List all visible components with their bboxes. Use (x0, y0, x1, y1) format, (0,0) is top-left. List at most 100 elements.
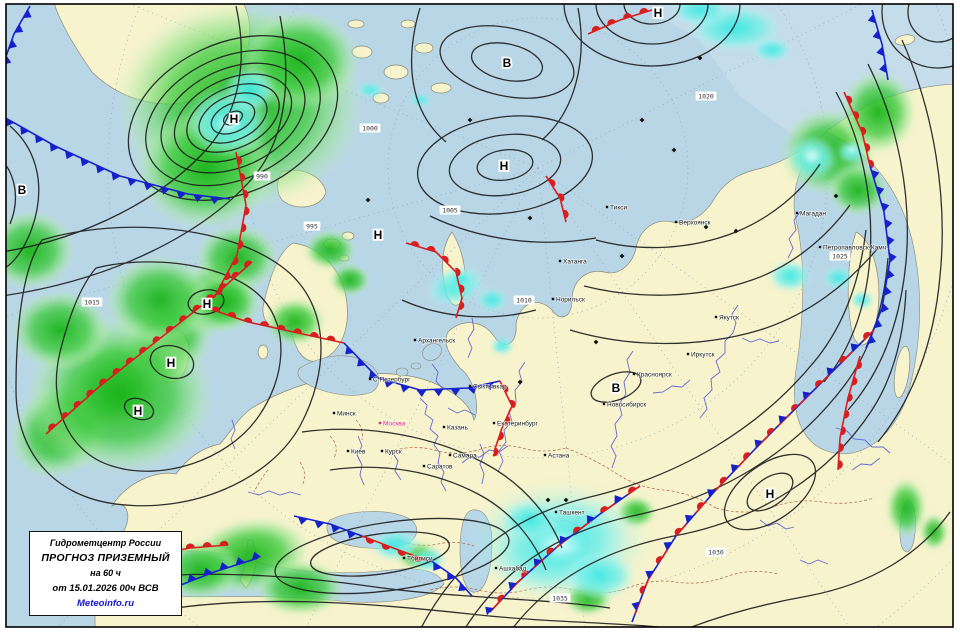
cold-front-marker (826, 367, 836, 376)
cold-front-marker (143, 182, 154, 191)
city-marker (554, 510, 558, 514)
city: Минск (332, 410, 357, 418)
isobar-value: 1025 (832, 252, 848, 260)
station-mark (593, 339, 599, 345)
cold-front-marker (20, 126, 29, 135)
cold-front-marker (889, 252, 897, 263)
cold-front-marker (447, 571, 456, 581)
warm-front-marker (600, 506, 609, 514)
front-cold (867, 9, 889, 81)
city-label: Казань (447, 424, 469, 431)
low-pressure-letter: Н (654, 6, 663, 20)
warm-front-marker (766, 428, 775, 436)
city: Верхоянск (674, 219, 711, 227)
cold-front-marker (95, 164, 106, 174)
cold-front-marker (314, 520, 325, 529)
city: Саратов (422, 463, 454, 471)
warm-front-marker (241, 223, 247, 233)
cold-front-marker (871, 169, 880, 180)
city-marker (442, 425, 446, 429)
isobar-value: 1000 (362, 124, 378, 132)
city-marker (714, 315, 718, 319)
warm-front-marker (548, 179, 556, 188)
front-occluded (485, 485, 641, 616)
front-warm (587, 8, 653, 35)
weather-fronts (6, 5, 897, 623)
city: Казань (442, 424, 469, 432)
cold-front-marker (450, 388, 461, 396)
city-marker (346, 449, 350, 453)
cold-front-marker (484, 382, 494, 391)
warm-front-marker (99, 378, 108, 386)
station-mark (563, 497, 569, 503)
low-pressure-letter: Н (203, 297, 212, 311)
legend-lead-time: на 60 ч (90, 568, 121, 579)
warm-front-marker (86, 389, 95, 398)
city-label: Курск (385, 448, 402, 455)
warm-front-marker (441, 255, 449, 264)
city-marker (602, 402, 606, 406)
cold-front-marker (433, 562, 442, 571)
warm-front-marker (73, 400, 82, 409)
isobar-value: 1005 (442, 206, 458, 214)
city-label: Хатанга (563, 258, 587, 265)
warm-front-marker (839, 355, 847, 364)
cold-front-marker (8, 39, 17, 49)
warm-front-marker (192, 304, 201, 313)
city-label: Москва (383, 420, 406, 427)
legend-base-time: от 15.01.2026 00ч ВСВ (52, 582, 159, 594)
warm-front-marker (309, 332, 319, 338)
front-cold (429, 559, 473, 597)
isobar-value: 990 (256, 172, 268, 180)
cold-front-marker (631, 601, 640, 611)
cold-front-marker (14, 24, 24, 33)
warm-front-marker (185, 543, 195, 549)
station-mark (697, 55, 703, 61)
warm-front-marker (381, 543, 391, 550)
city-marker (448, 453, 452, 457)
city-marker (380, 449, 384, 453)
warm-front-marker (546, 547, 555, 556)
station-mark (733, 228, 739, 234)
low-pressure-letter: Н (766, 487, 775, 501)
graticule-meridian (537, 4, 863, 169)
warm-front-marker (492, 447, 499, 457)
warm-front-marker (243, 189, 249, 199)
isobar-value: 995 (306, 222, 318, 230)
low-pressure-letter: Н (134, 404, 143, 418)
warm-front-marker (259, 321, 269, 327)
cold-front-marker (176, 190, 187, 200)
warm-front-marker (628, 486, 637, 494)
high-pressure-letter: В (503, 56, 512, 70)
cold-front-marker (400, 384, 410, 393)
cold-front-marker (508, 582, 517, 591)
city: Тбилиси (402, 554, 434, 563)
city: Красноярск (632, 371, 673, 379)
city: Иркутск (686, 351, 715, 359)
front-cold (167, 551, 262, 591)
warm-front-marker (497, 594, 505, 603)
cold-front-marker (876, 186, 885, 196)
cold-front-marker (368, 370, 378, 379)
cold-front-marker (235, 556, 246, 566)
warm-front-marker (205, 294, 215, 302)
city-labels: Тикси Верхоянск Магадан Петропавловск-Камч.… (332, 204, 889, 573)
warm-front-marker (607, 19, 616, 26)
city-marker (543, 453, 547, 457)
station-mark (545, 497, 551, 503)
cold-front-marker (383, 379, 394, 388)
warm-front-marker (868, 159, 875, 169)
warm-front-marker (152, 336, 161, 344)
isobars-arctic (401, 7, 879, 345)
cold-front-marker (23, 9, 32, 19)
isobars-northeast-low (563, 4, 953, 69)
warm-front-marker (326, 335, 336, 342)
isobar-label: 1010 (513, 295, 535, 305)
cold-front-marker (559, 535, 569, 545)
city-label: Магадан (800, 210, 826, 217)
city: Архангельск (413, 337, 456, 345)
warm-front-marker (591, 25, 601, 33)
warm-front-marker (851, 376, 858, 386)
station-mark (527, 215, 533, 221)
